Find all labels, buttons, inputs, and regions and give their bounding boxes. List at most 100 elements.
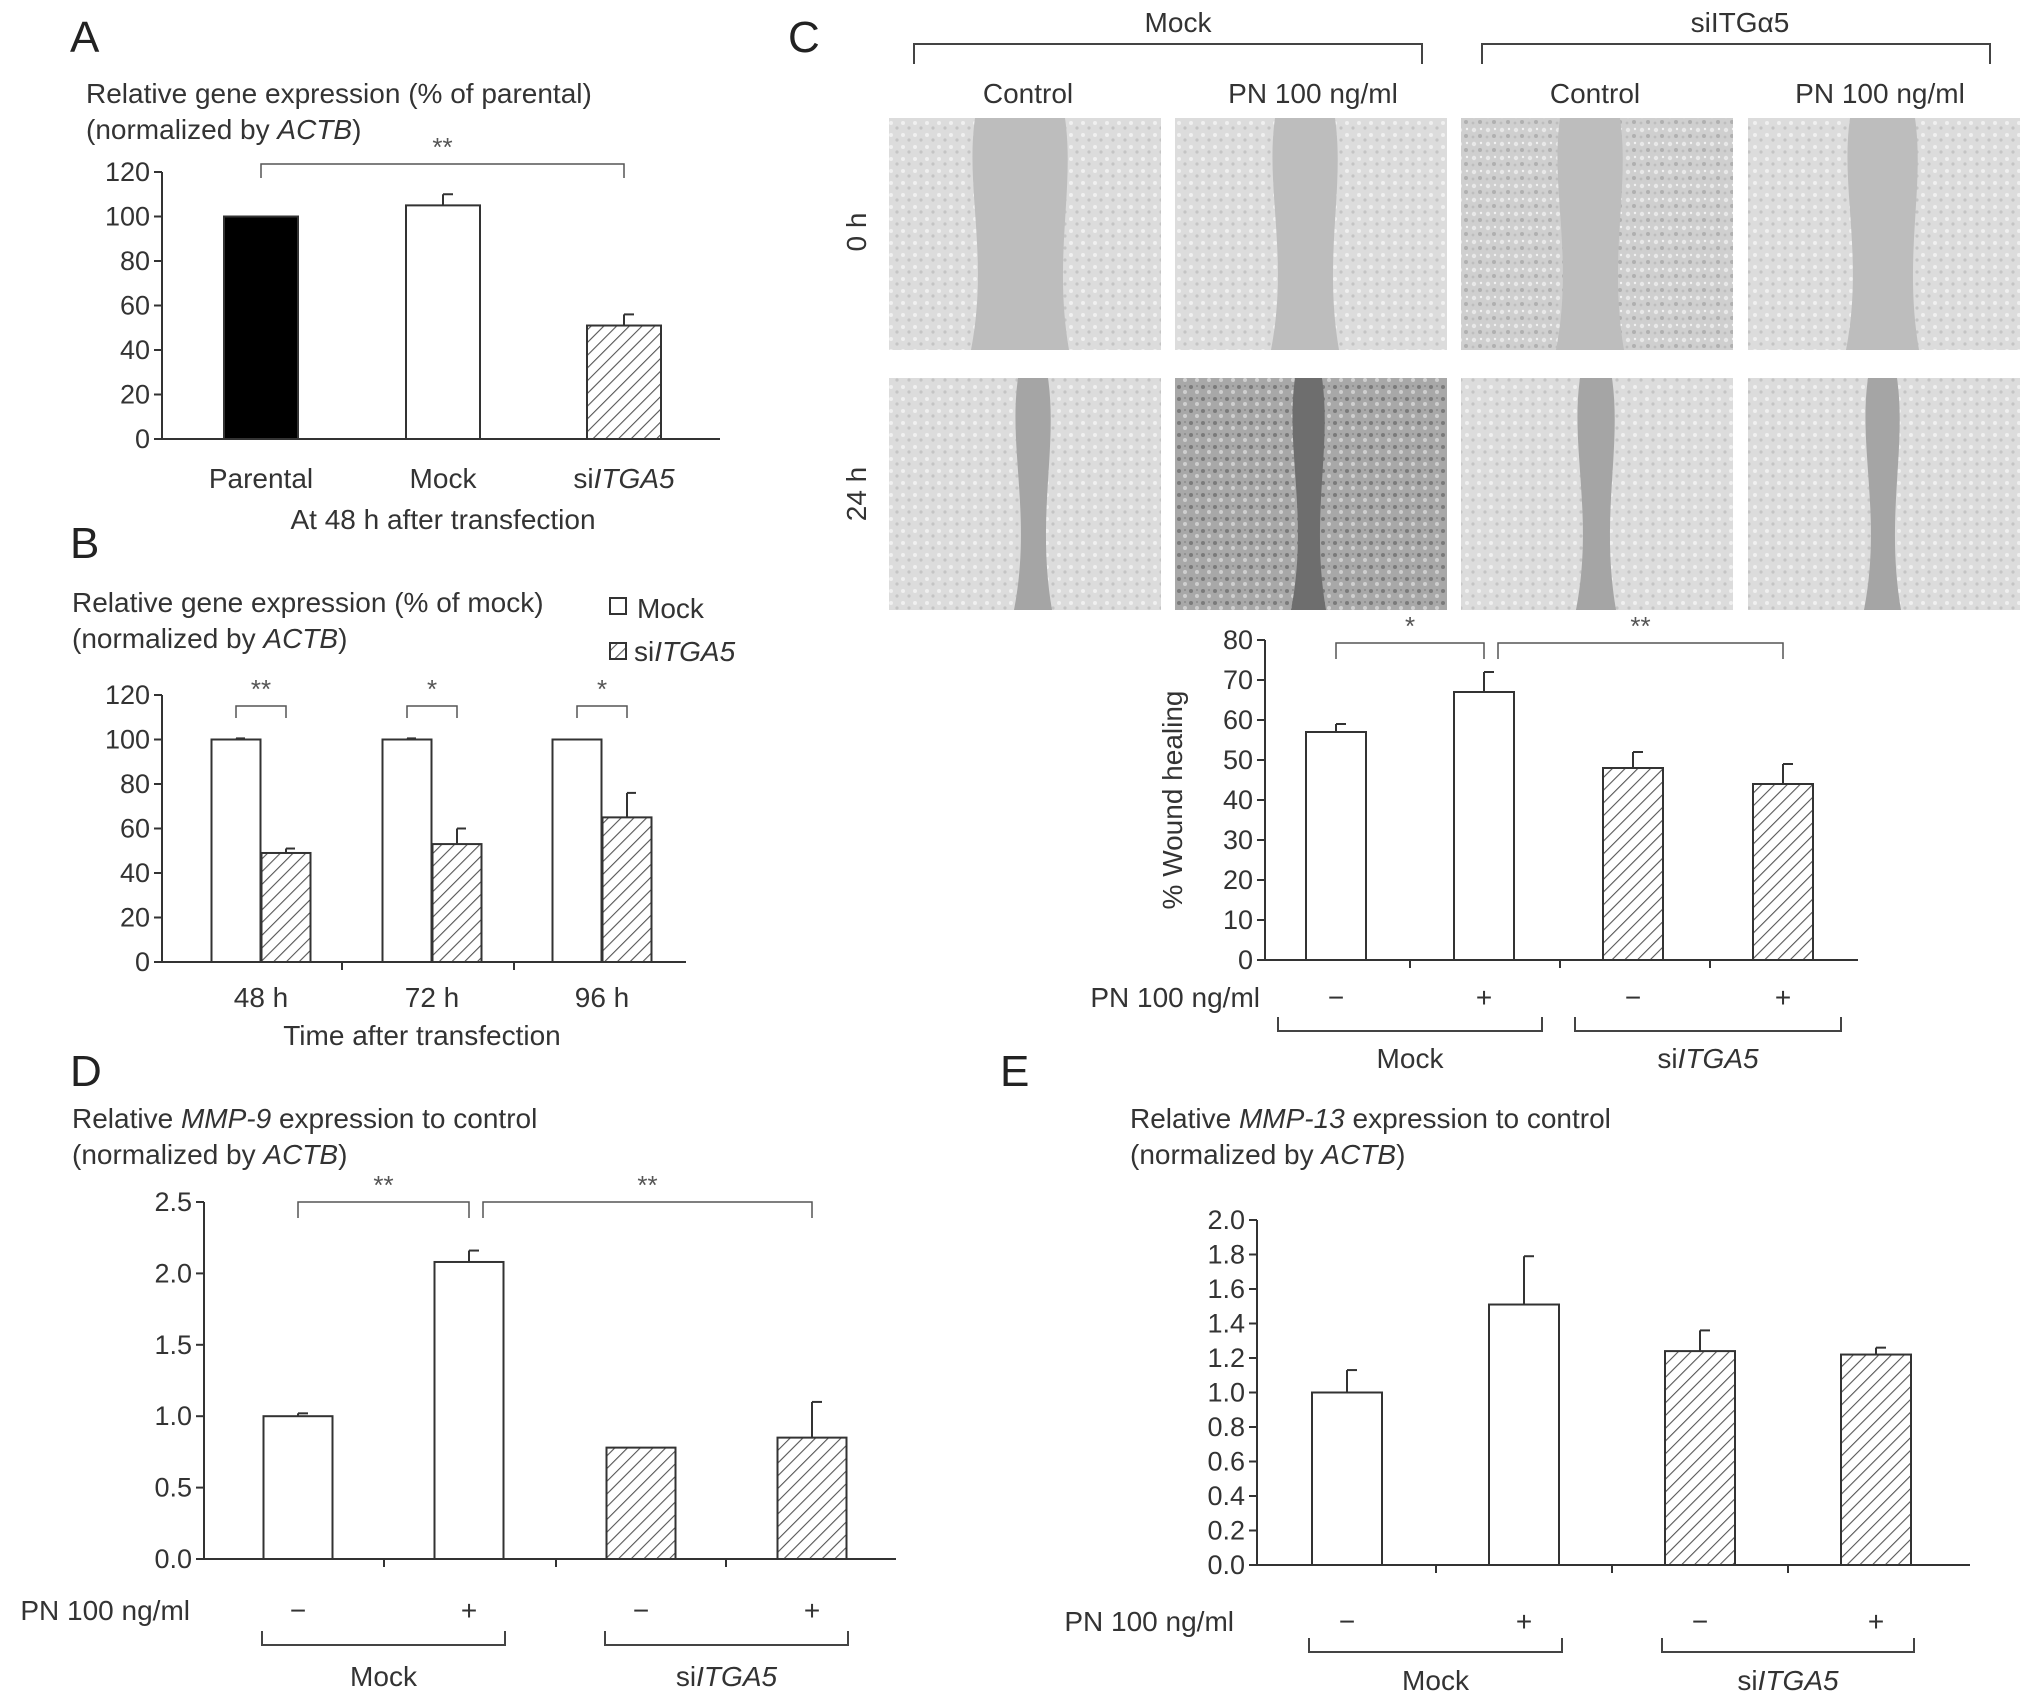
column-label-3: Control [1550, 78, 1640, 109]
chart-d-bar [433, 1260, 505, 1560]
chart-c-group-label: Mock [1377, 1043, 1445, 1074]
chart-b-significance-label: * [597, 674, 607, 704]
chart-e-y-tick-label: 1.4 [1207, 1309, 1245, 1339]
chart-d-bar [776, 1436, 848, 1560]
chart-b-significance-bracket [235, 705, 287, 718]
chart-e-y-tick-label: 0.2 [1207, 1516, 1245, 1546]
chart-e-treatment-sign: − [1692, 1606, 1708, 1637]
chart-c-bar [1602, 767, 1664, 961]
chart-d-bar [605, 1446, 677, 1560]
chart-c: 0 10 20 30 40 50 60 70 80 − + − + PN 100 ng/ml Mock siI… [1090, 611, 1858, 1074]
chart-a-x-label: At 48 h after transfection [290, 504, 595, 535]
chart-a: Relative gene expression (% of parental)… [86, 78, 720, 535]
chart-d-y-tick-label: 2.5 [154, 1187, 192, 1217]
chart-b-bar [381, 738, 433, 963]
chart-e-title-2: (normalized by ACTB) [1130, 1139, 1405, 1170]
wound-gap [1576, 378, 1616, 610]
chart-c-group-bracket [1574, 1017, 1842, 1032]
chart-b-y-tick-label: 0 [135, 947, 150, 977]
row-label-0h: 0 h [841, 213, 872, 252]
chart-e-y-tick-label: 1.6 [1207, 1274, 1245, 1304]
chart-b-category-label: 48 h [234, 982, 289, 1013]
chart-b-significance-bracket [406, 705, 458, 718]
chart-d-bar [262, 1415, 334, 1560]
chart-a-y-tick-label: 60 [120, 291, 150, 321]
chart-c-y-tick-label: 80 [1223, 625, 1253, 655]
chart-c-significance-label: * [1405, 611, 1415, 641]
chart-d-treatment-sign: + [804, 1595, 820, 1626]
micrograph-header: Mock siITGα5 Control PN 100 ng/ml Contro… [841, 7, 1991, 522]
wound-gap [1271, 118, 1339, 350]
chart-b-y-tick-label: 40 [120, 858, 150, 888]
chart-d-group-bracket [604, 1631, 849, 1646]
chart-a-bar [405, 204, 481, 440]
group-bracket-mock [913, 43, 1423, 64]
chart-e-group-label: Mock [1402, 1665, 1470, 1696]
row-label-24h: 24 h [841, 467, 872, 522]
chart-e-bar [1311, 1391, 1383, 1566]
panel-label-c: C [788, 13, 820, 62]
chart-e-y-tick-label: 1.2 [1207, 1343, 1245, 1373]
column-label-1: Control [983, 78, 1073, 109]
chart-e-y-tick-label: 0.4 [1207, 1481, 1245, 1511]
panel-label-e: E [1000, 1047, 1029, 1096]
chart-c-treatment-sign: − [1625, 982, 1641, 1013]
chart-c-treatment-sign: + [1775, 982, 1791, 1013]
group-header-mock: Mock [1145, 7, 1213, 38]
chart-d-y-tick-label: 0.5 [154, 1473, 192, 1503]
chart-e-y-tick-label: 0.0 [1207, 1550, 1245, 1580]
chart-e-y-tick-label: 0.6 [1207, 1447, 1245, 1477]
chart-b-title-2: (normalized by ACTB) [72, 623, 347, 654]
chart-c-y-tick-label: 70 [1223, 665, 1253, 695]
wound-gap [1846, 118, 1919, 350]
chart-d-treatment-label: PN 100 ng/ml [20, 1595, 190, 1626]
chart-b-y-tick-label: 20 [120, 903, 150, 933]
chart-d-group-bracket [261, 1631, 506, 1646]
chart-c-significance-bracket [1335, 642, 1485, 659]
chart-b-bar [431, 843, 483, 964]
wound-gap [1291, 378, 1326, 610]
chart-a-title-2: (normalized by ACTB) [86, 114, 361, 145]
chart-c-treatment-sign: − [1328, 982, 1344, 1013]
chart-b-y-tick-label: 100 [105, 725, 150, 755]
chart-d-y-tick-label: 1.5 [154, 1330, 192, 1360]
chart-d-title-2: (normalized by ACTB) [72, 1139, 347, 1170]
wound-gap [1014, 378, 1052, 610]
chart-e-y-tick-label: 1.8 [1207, 1240, 1245, 1270]
chart-a-bar [223, 215, 299, 440]
chart-a-significance-bracket [260, 163, 625, 178]
chart-d-title-1: Relative MMP-9 expression to control [72, 1103, 537, 1134]
wound-gap [1556, 118, 1624, 350]
panel-label-a: A [70, 13, 100, 62]
chart-b-legend-label-mock: Mock [637, 593, 705, 624]
chart-d-significance-label: ** [637, 1170, 657, 1200]
chart-a-y-tick-label: 20 [120, 380, 150, 410]
chart-d-significance-bracket [297, 1201, 470, 1218]
chart-c-y-tick-label: 20 [1223, 865, 1253, 895]
chart-c-group-bracket [1277, 1017, 1543, 1032]
chart-b-legend-swatch-siitga5 [609, 642, 627, 660]
chart-c-y-tick-label: 60 [1223, 705, 1253, 735]
chart-d-treatment-sign: + [461, 1595, 477, 1626]
chart-a-y-tick-label: 100 [105, 202, 150, 232]
chart-b-bar [210, 738, 262, 963]
chart-b-x-label: Time after transfection [283, 1020, 561, 1051]
group-header-siitga5: siITGα5 [1691, 7, 1790, 38]
chart-a-category-label: siITGA5 [573, 463, 675, 494]
chart-d-significance-label: ** [373, 1170, 393, 1200]
chart-e-bar [1840, 1353, 1912, 1567]
chart-b-legend-label-siitga5: siITGA5 [634, 636, 736, 667]
chart-c-bar [1305, 731, 1367, 961]
chart-e-group-label: siITGA5 [1737, 1665, 1839, 1696]
chart-b-bar [601, 816, 653, 963]
column-label-2: PN 100 ng/ml [1228, 78, 1398, 109]
chart-d-y-tick-label: 1.0 [154, 1401, 192, 1431]
chart-c-significance-bracket [1497, 642, 1784, 659]
chart-e-bar [1488, 1303, 1560, 1567]
chart-b-significance-label: ** [251, 674, 271, 704]
chart-d-treatment-sign: − [290, 1595, 306, 1626]
chart-a-category-label: Parental [209, 463, 313, 494]
column-label-4: PN 100 ng/ml [1795, 78, 1965, 109]
group-bracket-siitga5 [1481, 43, 1991, 64]
